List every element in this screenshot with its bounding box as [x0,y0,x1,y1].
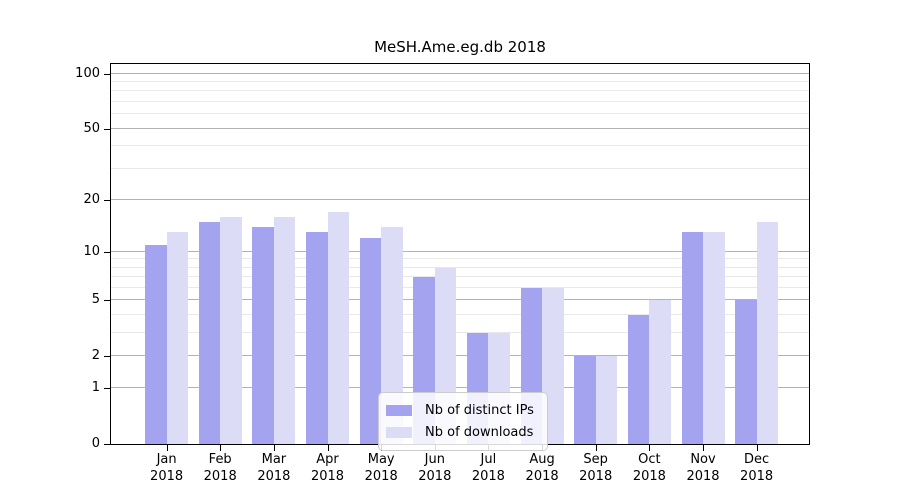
x-tick-sep [595,445,597,451]
chart-title: MeSH.Ame.eg.db 2018 [374,38,546,56]
bar-nb-of-downloads-dec [756,221,779,444]
bar-nb-of-distinct-ips-jan [145,244,167,444]
y-tick-100 [104,73,110,75]
x-tick-label-dec: Dec 2018 [740,452,774,484]
x-tick-label-mar: Mar 2018 [257,452,291,484]
x-tick-label-nov: Nov 2018 [686,452,720,484]
x-tick-feb [220,445,222,451]
y-tick-label-1: 1 [91,380,100,396]
bar-nb-of-downloads-nov [703,232,725,444]
legend-label-distinct-ips: Nb of distinct IPs [425,402,534,418]
y-tick-50 [104,128,110,130]
x-tick-label-oct: Oct 2018 [632,452,666,484]
legend-row-distinct-ips: Nb of distinct IPs [386,399,539,421]
minor-gridline-90 [111,81,809,83]
y-tick-label-0: 0 [91,436,100,451]
major-gridline-2 [111,354,809,356]
y-tick-label-20: 20 [83,191,100,207]
x-tick-label-may: May 2018 [364,452,398,484]
y-tick-label-100: 100 [75,65,100,81]
minor-gridline-7 [111,276,809,278]
x-tick-label-apr: Apr 2018 [310,452,345,484]
y-tick-20 [104,199,110,201]
minor-gridline-40 [111,145,809,146]
major-gridline-10 [111,250,809,252]
minor-gridline-80 [111,90,809,92]
bar-nb-of-downloads-may [381,226,403,444]
minor-gridline-6 [111,286,809,288]
y-tick-label-5: 5 [91,292,100,308]
x-tick-label-feb: Feb 2018 [203,452,237,484]
y-tick-1 [104,388,110,390]
minor-gridline-30 [111,167,809,169]
legend-label-downloads: Nb of downloads [425,424,534,440]
legend-swatch-distinct-ips [386,404,412,416]
minor-gridline-3 [111,331,809,333]
legend-swatch-downloads [386,426,412,438]
legend: Nb of distinct IPs Nb of downloads [378,392,548,451]
bar-nb-of-downloads-feb [220,216,242,444]
x-tick-label-jan: Jan 2018 [150,452,184,484]
bar-nb-of-downloads-jan [166,232,189,444]
major-gridline-100 [111,72,809,74]
bar-nb-of-distinct-ips-apr [306,232,328,444]
x-tick-apr [327,445,329,451]
bar-nb-of-distinct-ips-sep [574,355,596,444]
x-tick-nov [703,445,704,451]
bar-nb-of-downloads-sep [595,355,618,444]
minor-gridline-60 [111,113,809,115]
y-tick-label-50: 50 [83,120,100,136]
y-tick-label-10: 10 [83,243,100,259]
bar-nb-of-distinct-ips-feb [198,221,221,444]
x-tick-jan [166,445,168,451]
minor-gridline-8 [111,266,809,268]
y-tick-5 [104,300,110,302]
major-gridline-50 [111,127,809,129]
x-tick-dec [756,445,758,451]
bar-nb-of-distinct-ips-oct [627,314,650,444]
minor-gridline-9 [111,258,809,260]
y-tick-2 [104,355,110,357]
x-tick-label-aug: Aug 2018 [525,452,559,484]
y-tick-10 [104,251,110,253]
major-gridline-1 [111,387,809,389]
minor-gridline-70 [111,101,809,102]
bar-nb-of-distinct-ips-nov [681,232,703,444]
x-tick-oct [649,445,651,451]
y-tick-0 [104,444,110,445]
bar-nb-of-downloads-oct [649,300,671,444]
major-gridline-5 [111,299,809,301]
x-tick-label-sep: Sep 2018 [579,452,613,484]
x-tick-label-jun: Jun 2018 [418,452,452,484]
x-tick-label-jul: Jul 2018 [471,452,505,484]
bar-nb-of-distinct-ips-may [359,238,382,444]
legend-row-downloads: Nb of downloads [386,421,539,443]
x-tick-mar [273,445,275,451]
plot-area: Nb of distinct IPs Nb of downloads [110,63,810,451]
major-gridline-20 [111,198,809,200]
bar-nb-of-distinct-ips-mar [252,226,274,444]
minor-gridline-4 [111,313,809,315]
bar-nb-of-downloads-mar [273,216,296,444]
bar-nb-of-distinct-ips-dec [735,300,757,444]
bar-nb-of-downloads-apr [327,212,349,444]
y-tick-label-2: 2 [91,347,100,363]
